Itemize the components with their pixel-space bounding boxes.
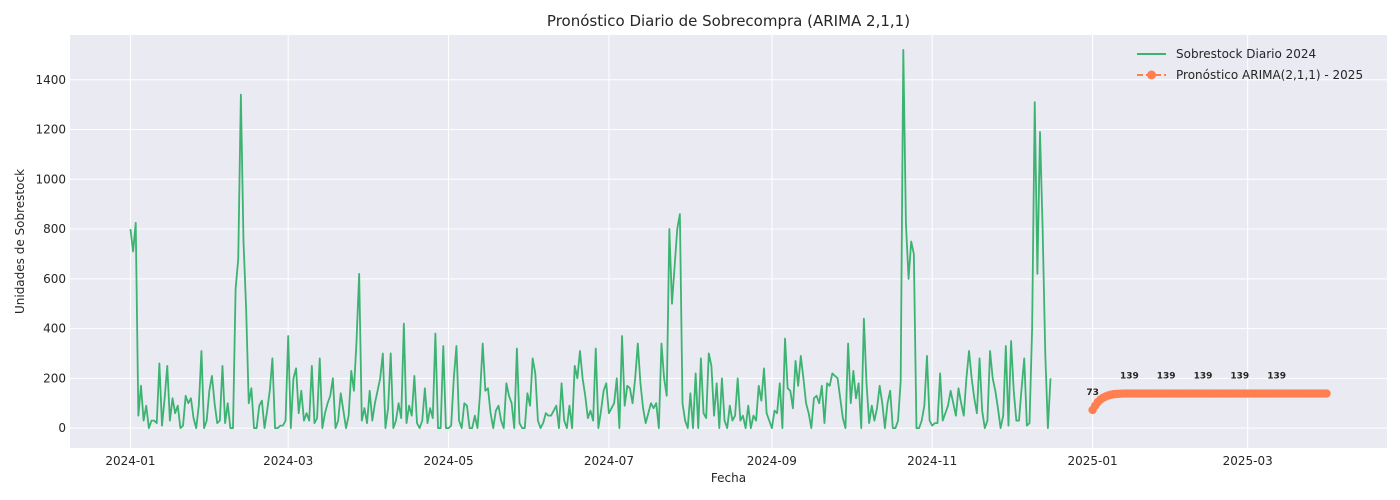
legend-label-forecast: Pronóstico ARIMA(2,1,1) - 2025 xyxy=(1176,68,1363,82)
y-tick-label: 600 xyxy=(43,272,66,286)
forecast-point xyxy=(1322,389,1331,398)
x-axis-title: Fecha xyxy=(711,471,746,485)
x-tick-label: 2024-11 xyxy=(907,454,957,468)
x-tick-label: 2024-01 xyxy=(105,454,155,468)
y-tick-label: 800 xyxy=(43,222,66,236)
legend-marker-forecast xyxy=(1147,70,1156,80)
forecast-data-label: 139 xyxy=(1157,372,1176,382)
y-axis-title: Unidades de Sobrestock xyxy=(13,169,27,314)
gridlines xyxy=(70,35,1387,448)
y-tick-label: 0 xyxy=(58,421,66,435)
x-tick-label: 2024-07 xyxy=(584,454,634,468)
forecast-data-label: 139 xyxy=(1230,372,1249,382)
x-tick-label: 2025-03 xyxy=(1223,454,1273,468)
y-tick-label: 1000 xyxy=(35,172,66,186)
x-tick-label: 2024-05 xyxy=(423,454,473,468)
y-tick-label: 1200 xyxy=(35,123,66,137)
forecast-data-label: 139 xyxy=(1120,372,1139,382)
chart-title: Pronóstico Diario de Sobrecompra (ARIMA … xyxy=(547,12,910,30)
legend-label-historical: Sobrestock Diario 2024 xyxy=(1176,47,1316,61)
historical-series-line xyxy=(129,49,1052,429)
forecast-markers xyxy=(1088,389,1331,415)
x-tick-label: 2024-09 xyxy=(747,454,797,468)
y-tick-label: 400 xyxy=(43,322,66,336)
legend: Sobrestock Diario 2024 Pronóstico ARIMA(… xyxy=(1137,47,1363,82)
plot-area xyxy=(70,35,1387,448)
y-tick-labels: 0 200 400 600 800 1000 1200 1400 xyxy=(35,73,66,435)
forecast-data-label: 139 xyxy=(1194,372,1213,382)
forecast-data-label: 139 xyxy=(1267,372,1286,382)
x-tick-label: 2025-01 xyxy=(1068,454,1118,468)
y-tick-label: 1400 xyxy=(35,73,66,87)
x-tick-labels: 2024-01 2024-03 2024-05 2024-07 2024-09 2024-… xyxy=(105,454,1272,468)
data-labels: 73 139 139 139 139 139 xyxy=(1086,372,1286,398)
y-tick-label: 200 xyxy=(43,371,66,385)
x-tick-label: 2024-03 xyxy=(263,454,313,468)
forecast-data-label: 73 xyxy=(1086,388,1099,398)
